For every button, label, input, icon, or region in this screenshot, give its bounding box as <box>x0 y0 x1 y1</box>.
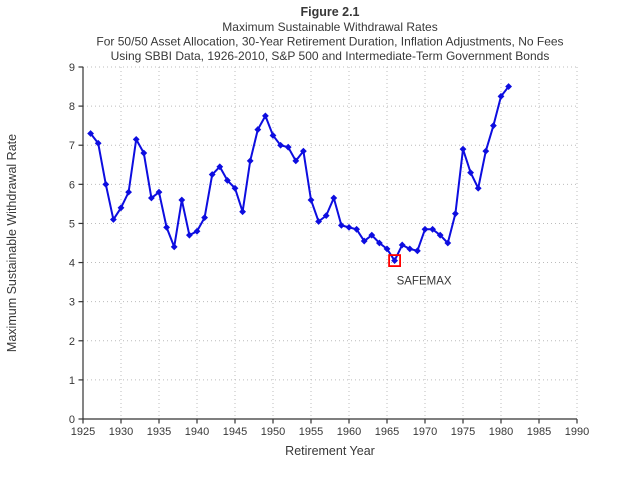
data-point-marker <box>178 196 186 204</box>
data-point-marker <box>391 257 398 264</box>
y-tick-label: 3 <box>69 297 75 309</box>
x-tick-label: 1955 <box>299 426 323 438</box>
x-tick-label: 1965 <box>375 426 399 438</box>
data-point-marker <box>505 83 512 90</box>
data-point-marker <box>429 225 436 233</box>
data-point-marker <box>315 218 322 225</box>
data-point-marker <box>193 227 201 235</box>
data-point-marker <box>421 225 429 233</box>
x-tick-label: 1950 <box>261 426 285 438</box>
data-point-marker <box>307 196 315 204</box>
data-point-marker <box>125 188 132 196</box>
data-point-marker <box>300 147 307 155</box>
y-tick-label: 8 <box>69 101 75 113</box>
data-line-series <box>87 83 512 264</box>
y-axis-label: Maximum Sustainable Withdrawal Rate <box>5 134 19 352</box>
chart-subtitle-1: Maximum Sustainable Withdrawal Rates <box>222 20 437 34</box>
x-tick-label: 1940 <box>185 426 209 438</box>
safemax-label: SAFEMAX <box>397 276 452 288</box>
axes <box>82 67 577 420</box>
x-tick-label: 1970 <box>413 426 437 438</box>
x-tick-label: 1935 <box>147 426 171 438</box>
data-point-marker <box>170 243 178 251</box>
data-point-marker <box>231 184 239 192</box>
chart-subtitle-3: Using SBBI Data, 1926-2010, S&P 500 and … <box>111 49 550 63</box>
x-tick-label: 1975 <box>451 426 475 438</box>
data-point-marker <box>216 163 224 171</box>
data-point-marker <box>330 194 338 202</box>
data-point-marker <box>322 212 330 220</box>
data-point-marker <box>398 241 406 249</box>
data-point-marker <box>338 222 345 229</box>
data-point-marker <box>376 239 383 247</box>
x-tick-label: 1925 <box>71 426 95 438</box>
chart-subtitle-2: For 50/50 Asset Allocation, 30-Year Reti… <box>96 35 563 49</box>
data-point-marker <box>208 171 216 178</box>
y-tick-label: 9 <box>69 62 75 74</box>
data-point-marker <box>110 216 117 223</box>
safemax-box <box>388 254 402 268</box>
x-axis-label: Retirement Year <box>285 444 375 458</box>
data-point-marker <box>117 204 125 212</box>
y-tick-label: 0 <box>69 414 75 426</box>
x-tick-label: 1945 <box>223 426 247 438</box>
x-tick-label: 1990 <box>565 426 589 438</box>
y-tick-label: 6 <box>69 179 75 191</box>
data-point-marker <box>467 169 474 176</box>
data-point-marker <box>284 143 292 151</box>
data-point-marker <box>368 231 376 239</box>
data-point-marker <box>269 132 277 139</box>
data-point-marker <box>254 126 262 133</box>
data-point-marker <box>482 147 490 155</box>
y-tick-label: 2 <box>69 336 75 348</box>
data-point-marker <box>383 245 391 253</box>
data-point-marker <box>490 122 497 130</box>
data-point-marker <box>94 139 102 147</box>
data-point-marker <box>292 157 300 165</box>
data-point-marker <box>277 141 284 149</box>
x-tick-label: 1980 <box>489 426 513 438</box>
data-point-marker <box>459 145 467 153</box>
data-point-marker <box>474 184 482 192</box>
figure-number-title: Figure 2.1 <box>300 5 359 19</box>
data-point-marker <box>155 188 163 196</box>
y-tick-label: 1 <box>69 375 75 387</box>
tick-marks <box>78 66 578 424</box>
data-point-marker <box>345 223 353 231</box>
x-tick-label: 1960 <box>337 426 361 438</box>
data-point-marker <box>87 130 94 137</box>
x-tick-label: 1985 <box>527 426 551 438</box>
data-point-marker <box>239 208 246 216</box>
data-point-marker <box>262 112 269 120</box>
data-point-marker <box>132 135 140 143</box>
data-point-marker <box>353 225 360 233</box>
data-point-marker <box>140 149 148 157</box>
data-point-marker <box>452 210 459 218</box>
gridlines <box>83 66 578 419</box>
y-tick-label: 4 <box>69 258 75 270</box>
data-point-marker <box>148 194 155 202</box>
data-point-marker <box>246 157 254 165</box>
data-point-marker <box>102 180 110 188</box>
data-point-marker <box>436 231 444 239</box>
safemax-annotation <box>388 254 402 268</box>
data-point-marker <box>444 239 452 247</box>
withdrawal-rate-line <box>89 85 510 262</box>
data-point-marker <box>224 177 231 184</box>
data-point-marker <box>201 214 208 221</box>
data-point-marker <box>414 247 421 255</box>
data-point-marker <box>497 92 505 100</box>
y-tick-label: 5 <box>69 218 75 230</box>
data-point-marker <box>406 245 414 253</box>
x-tick-labels: 1925 1930 1935 1940 1945 1950 1955 1960 1965 1970… <box>71 426 589 438</box>
y-tick-label: 7 <box>69 140 75 152</box>
data-point-marker <box>163 223 170 231</box>
y-tick-labels: 0 1 2 3 4 5 6 7 8 9 <box>69 62 75 426</box>
data-point-marker <box>360 237 368 245</box>
data-point-marker <box>186 231 193 239</box>
x-tick-label: 1930 <box>109 426 133 438</box>
